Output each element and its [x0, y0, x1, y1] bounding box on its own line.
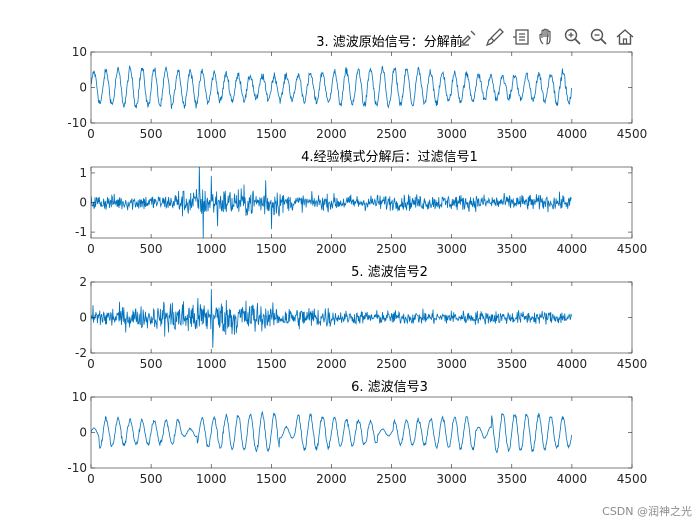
x-tick-label: 3000 [436, 242, 467, 256]
y-tick-label: -1 [75, 225, 87, 239]
x-tick-label: 2000 [316, 242, 347, 256]
axes-title: 5. 滤波信号2 [351, 265, 428, 280]
x-tick-label: 4500 [617, 242, 648, 256]
y-tick-label: 10 [72, 390, 87, 404]
series-line [91, 289, 572, 348]
legend-icon[interactable] [510, 26, 532, 48]
x-tick-label: 4000 [557, 127, 588, 141]
x-tick-label: 3000 [436, 127, 467, 141]
x-tick-label: 2500 [376, 127, 407, 141]
watermark-text: CSDN @润神之光 [602, 505, 692, 518]
brush-insert-icon[interactable] [458, 26, 480, 48]
zoom-out-icon[interactable] [588, 26, 610, 48]
x-tick-label: 2500 [376, 472, 407, 486]
x-tick-label: 3500 [497, 242, 528, 256]
y-tick-label: -2 [75, 346, 87, 360]
series-line [91, 167, 572, 238]
zoom-in-icon[interactable] [562, 26, 584, 48]
axes-imf-3[interactable]: 0 500 1000 1500 2000 2500 3000 3500 4000 4500-100… [67, 380, 647, 486]
axes-title: 4.经验模式分解后：过滤信号1 [301, 149, 478, 165]
x-tick-label: 1000 [196, 357, 227, 371]
y-tick-label: 2 [79, 275, 87, 289]
axes-raw-signal[interactable]: 0 500 1000 1500 2000 2500 3000 3500 4000 4500-100… [67, 34, 647, 141]
y-tick-label: 0 [79, 426, 87, 440]
x-tick-label: 2000 [316, 357, 347, 371]
axes-imf-1[interactable]: 0 500 1000 1500 2000 2500 3000 3500 4000 4500-101… [75, 149, 647, 256]
x-tick-label: 4000 [557, 472, 588, 486]
y-tick-label: -10 [67, 461, 87, 475]
x-tick-label: 1000 [196, 127, 227, 141]
x-tick-label: 0 [87, 242, 95, 256]
x-tick-label: 3000 [436, 472, 467, 486]
x-tick-label: 4000 [557, 242, 588, 256]
x-tick-label: 2500 [376, 357, 407, 371]
y-tick-label: 10 [72, 45, 87, 59]
x-tick-label: 1000 [196, 472, 227, 486]
x-tick-label: 4500 [617, 357, 648, 371]
brush-icon[interactable] [484, 26, 506, 48]
x-tick-label: 3500 [497, 472, 528, 486]
axes-title: 3. 滤波原始信号：分解前 [316, 34, 463, 50]
x-tick-label: 2000 [316, 127, 347, 141]
pan-icon[interactable] [536, 26, 558, 48]
x-tick-label: 1500 [256, 242, 287, 256]
x-tick-label: 0 [87, 127, 95, 141]
x-tick-label: 3500 [497, 127, 528, 141]
axes-title: 6. 滤波信号3 [351, 380, 428, 395]
x-tick-label: 2000 [316, 472, 347, 486]
series-line [91, 65, 572, 110]
home-icon[interactable] [614, 26, 636, 48]
x-tick-label: 1500 [256, 127, 287, 141]
x-tick-label: 1500 [256, 357, 287, 371]
x-tick-label: 4500 [617, 127, 648, 141]
x-tick-label: 3500 [497, 357, 528, 371]
y-tick-label: -10 [67, 116, 87, 130]
figure-toolbar [458, 24, 636, 50]
axes-imf-2[interactable]: 0 500 1000 1500 2000 2500 3000 3500 4000 4500-202… [75, 265, 647, 371]
x-tick-label: 0 [87, 357, 95, 371]
y-tick-label: 0 [79, 196, 87, 210]
x-tick-label: 2500 [376, 242, 407, 256]
y-tick-label: 0 [79, 81, 87, 95]
x-tick-label: 1000 [196, 242, 227, 256]
x-tick-label: 0 [87, 472, 95, 486]
x-tick-label: 3000 [436, 357, 467, 371]
x-tick-label: 500 [140, 242, 163, 256]
x-tick-label: 500 [140, 127, 163, 141]
x-tick-label: 4500 [617, 472, 648, 486]
y-tick-label: 1 [79, 166, 87, 180]
x-tick-label: 4000 [557, 357, 588, 371]
y-tick-label: 0 [79, 311, 87, 325]
x-tick-label: 1500 [256, 472, 287, 486]
series-line [91, 410, 572, 454]
x-tick-label: 500 [140, 472, 163, 486]
x-tick-label: 500 [140, 357, 163, 371]
